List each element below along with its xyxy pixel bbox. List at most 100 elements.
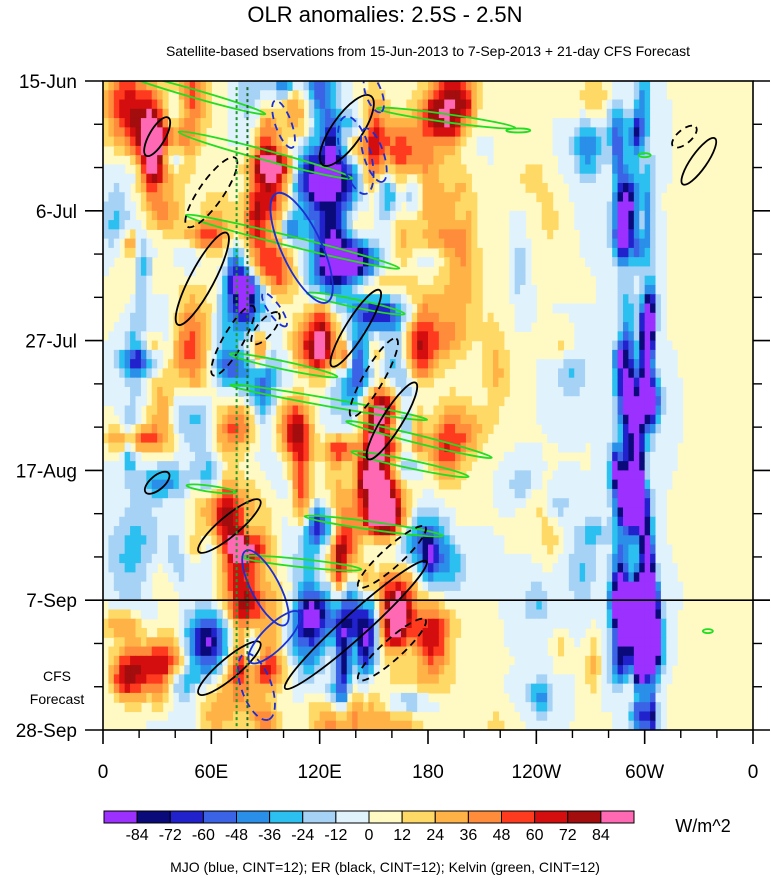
- anomaly-cell: [525, 442, 532, 453]
- anomaly-cell: [395, 322, 402, 332]
- anomaly-cell: [379, 220, 386, 230]
- anomaly-cell: [195, 136, 202, 147]
- anomaly-cell: [623, 201, 630, 212]
- anomaly-cell: [276, 322, 283, 332]
- anomaly-cell: [655, 433, 662, 444]
- anomaly-cell: [173, 136, 180, 147]
- anomaly-cell: [390, 192, 397, 203]
- anomaly-cell: [411, 618, 418, 629]
- anomaly-cell: [352, 349, 359, 360]
- anomaly-cell: [103, 479, 110, 490]
- anomaly-cell: [509, 507, 516, 518]
- anomaly-cell: [449, 155, 456, 166]
- anomaly-cell: [428, 424, 435, 434]
- anomaly-cell: [601, 303, 608, 314]
- anomaly-cell: [498, 507, 505, 518]
- anomaly-cell: [368, 470, 375, 481]
- anomaly-cell: [119, 220, 126, 230]
- anomaly-cell: [178, 526, 185, 536]
- anomaly-cell: [644, 136, 651, 147]
- anomaly-cell: [617, 145, 624, 156]
- anomaly-cell: [644, 563, 651, 573]
- anomaly-cell: [265, 637, 272, 648]
- anomaly-cell: [119, 405, 126, 416]
- anomaly-cell: [525, 266, 532, 277]
- anomaly-cell: [108, 544, 115, 555]
- anomaly-cell: [216, 442, 223, 453]
- anomaly-cell: [140, 118, 147, 128]
- anomaly-cell: [660, 600, 667, 611]
- anomaly-cell: [633, 479, 640, 490]
- anomaly-cell: [216, 572, 223, 583]
- anomaly-cell: [157, 414, 164, 425]
- anomaly-cell: [162, 424, 169, 434]
- anomaly-cell: [574, 628, 581, 638]
- anomaly-cell: [563, 145, 570, 156]
- anomaly-cell: [108, 81, 115, 91]
- anomaly-cell: [227, 479, 234, 490]
- anomaly-cell: [379, 451, 386, 462]
- anomaly-cell: [276, 433, 283, 444]
- anomaly-cell: [146, 99, 153, 110]
- anomaly-cell: [455, 266, 462, 277]
- anomaly-cell: [330, 405, 337, 416]
- anomaly-cell: [438, 322, 445, 332]
- anomaly-cell: [357, 145, 364, 156]
- anomaly-cell: [335, 590, 342, 601]
- anomaly-cell: [650, 526, 657, 536]
- anomaly-cell: [227, 498, 234, 509]
- anomaly-cell: [590, 322, 597, 332]
- anomaly-cell: [249, 322, 256, 332]
- anomaly-cell: [633, 377, 640, 388]
- anomaly-cell: [151, 359, 158, 370]
- anomaly-cell: [200, 303, 207, 314]
- anomaly-cell: [233, 628, 240, 638]
- anomaly-cell: [574, 600, 581, 611]
- anomaly-cell: [330, 322, 337, 332]
- anomaly-cell: [178, 377, 185, 388]
- anomaly-cell: [438, 609, 445, 620]
- anomaly-cell: [574, 516, 581, 527]
- anomaly-cell: [606, 526, 613, 536]
- anomaly-cell: [639, 331, 646, 342]
- anomaly-cell: [514, 600, 521, 611]
- anomaly-cell: [173, 526, 180, 536]
- anomaly-cell: [298, 238, 305, 249]
- anomaly-cell: [157, 210, 164, 221]
- anomaly-cell: [260, 544, 267, 555]
- anomaly-cell: [319, 201, 326, 212]
- anomaly-cell: [660, 618, 667, 629]
- anomaly-cell: [352, 470, 359, 481]
- anomaly-cell: [151, 507, 158, 518]
- anomaly-cell: [655, 284, 662, 295]
- anomaly-cell: [124, 581, 131, 592]
- anomaly-cell: [487, 396, 494, 407]
- anomaly-cell: [189, 609, 196, 620]
- anomaly-cell: [655, 108, 662, 119]
- anomaly-cell: [379, 145, 386, 156]
- anomaly-cell: [189, 312, 196, 323]
- anomaly-cell: [541, 220, 548, 230]
- anomaly-cell: [395, 340, 402, 351]
- anomaly-cell: [184, 600, 191, 611]
- anomaly-cell: [525, 173, 532, 184]
- anomaly-cell: [422, 303, 429, 314]
- anomaly-cell: [384, 229, 391, 240]
- anomaly-cell: [520, 488, 527, 499]
- anomaly-cell: [276, 127, 283, 138]
- anomaly-cell: [146, 173, 153, 184]
- anomaly-cell: [216, 618, 223, 629]
- anomaly-cell: [373, 488, 380, 499]
- anomaly-cell: [541, 414, 548, 425]
- anomaly-cell: [227, 386, 234, 397]
- anomaly-cell: [628, 516, 635, 527]
- anomaly-cell: [119, 526, 126, 536]
- anomaly-cell: [574, 173, 581, 184]
- anomaly-cell: [325, 284, 332, 295]
- anomaly-cell: [287, 637, 294, 648]
- anomaly-cell: [124, 590, 131, 601]
- anomaly-cell: [200, 600, 207, 611]
- anomaly-cell: [205, 229, 212, 240]
- anomaly-cell: [184, 99, 191, 110]
- anomaly-cell: [249, 294, 256, 305]
